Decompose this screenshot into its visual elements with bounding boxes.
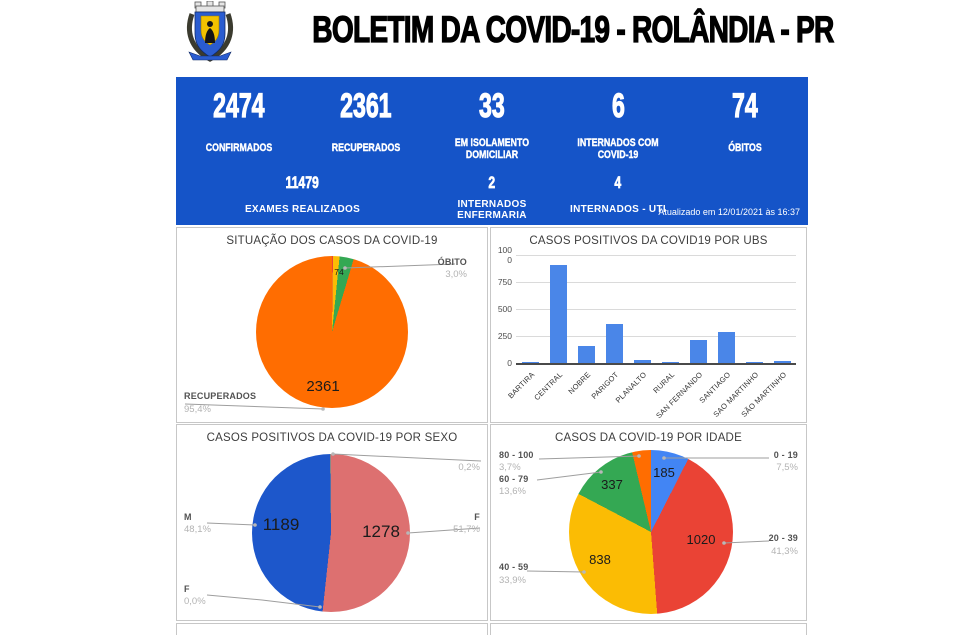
summary-stats-bar: 2474 CONFIRMADOS 2361 RECUPERADOS 33 EM … xyxy=(176,77,808,225)
slice-value-20-39: 1020 xyxy=(686,532,716,547)
pie-situacao xyxy=(256,256,408,408)
bar-planalto xyxy=(633,360,651,363)
callout-obito-pct: 3,0% xyxy=(445,269,467,280)
slice-value-recuperados: 2361 xyxy=(306,378,340,395)
chart-panel-sexo: CASOS POSITIVOS DA COVID-19 POR SEXO 118… xyxy=(176,424,488,621)
slice-value-60-79: 337 xyxy=(601,477,623,492)
enfermaria-value: 2 xyxy=(488,173,496,192)
callout-f0-pct: 0,0% xyxy=(184,596,206,607)
bar-nobre xyxy=(577,345,595,363)
slice-value-m: 1189 xyxy=(262,515,300,534)
bar-santiago xyxy=(717,331,735,363)
chart-title-ubs: CASOS POSITIVOS DA COVID19 POR UBS xyxy=(529,235,768,247)
x-axis-line xyxy=(516,363,796,365)
internados-value: 6 xyxy=(611,87,626,125)
page-title: BOLETIM DA COVID-19 - ROLÂNDIA - PR xyxy=(230,8,835,55)
y-axis-tick: 250 xyxy=(497,331,512,341)
callout-80-100-name: 80 - 100 xyxy=(499,450,534,460)
callout-80-100-pct: 3,7% xyxy=(499,462,521,473)
callout-f-name: F xyxy=(474,512,480,522)
slice-value-40-59: 838 xyxy=(589,552,611,567)
exames-value: 11479 xyxy=(285,173,320,192)
panel-partial-left xyxy=(176,623,488,635)
stat-card-internados: 6 INTERNADOS COM COVID-19 xyxy=(555,87,681,163)
obitos-value: 74 xyxy=(731,87,759,125)
slice-value-obito: 74 xyxy=(334,267,344,277)
obitos-label: ÓBITOS xyxy=(728,142,762,154)
stat-uti: 4 INTERNADOS - UTI xyxy=(555,173,681,217)
callout-60-79-pct: 13,6% xyxy=(499,486,526,497)
callout-40-59-name: 40 - 59 xyxy=(499,562,529,572)
uti-value: 4 xyxy=(614,173,622,192)
uti-label: INTERNADOS - UTI xyxy=(570,204,666,215)
stat-card-recuperados: 2361 RECUPERADOS xyxy=(302,87,428,163)
callout-f-pct: 51,7% xyxy=(453,524,480,535)
callout-20-39-name: 20 - 39 xyxy=(768,533,798,543)
confirmados-value: 2474 xyxy=(213,87,265,125)
chart-panel-idade: CASOS DA COVID-19 POR IDADE 185 1020 838… xyxy=(490,424,807,621)
callout-m-pct: 48,1% xyxy=(184,524,211,535)
stat-exames: 11479 EXAMES REALIZADOS xyxy=(176,173,429,217)
recuperados-value: 2361 xyxy=(339,87,392,125)
bar-sao-martinho xyxy=(745,362,763,363)
callout-f0-name: F xyxy=(184,584,190,594)
recuperados-label: RECUPERADOS xyxy=(331,142,400,154)
stat-enfermaria: 2 INTERNADOS ENFERMARIA xyxy=(429,173,555,223)
callout-40-59-pct: 33,9% xyxy=(499,575,526,586)
stat-card-confirmados: 2474 CONFIRMADOS xyxy=(176,87,302,163)
bar-bartira xyxy=(521,361,539,363)
exames-label: EXAMES REALIZADOS xyxy=(244,204,361,215)
isolamento-label: EM ISOLAMENTO DOMICILIAR xyxy=(454,137,530,161)
panel-partial-right xyxy=(490,623,807,635)
confirmados-label: CONFIRMADOS xyxy=(205,142,273,154)
stats-cards-row: 2474 CONFIRMADOS 2361 RECUPERADOS 33 EM … xyxy=(176,87,808,163)
slice-value-f: 1278 xyxy=(362,522,400,541)
callout-60-79-name: 60 - 79 xyxy=(499,474,529,484)
stat-card-obitos: 74 ÓBITOS xyxy=(682,87,808,163)
callout-m-name: M xyxy=(184,512,192,522)
y-axis-tick: 750 xyxy=(497,277,512,287)
y-axis-tick: 0 xyxy=(507,358,512,368)
chart-panel-situacao: SITUAÇÃO DOS CASOS DA COVID-19 74 2361 Ó… xyxy=(176,227,488,423)
pie-sexo xyxy=(252,454,410,612)
y-axis-tick: 100 0 xyxy=(497,245,512,265)
chart-title-idade: CASOS DA COVID-19 POR IDADE xyxy=(555,432,742,444)
slice-value-0-19: 185 xyxy=(653,465,675,480)
rolandia-coat-of-arms-logo xyxy=(186,1,234,62)
chart-panel-ubs: CASOS POSITIVOS DA COVID19 POR UBS 0 250 5… xyxy=(490,227,807,423)
chart-title-situacao: SITUAÇÃO DOS CASOS DA COVID-19 xyxy=(226,235,438,247)
stat-card-isolamento: 33 EM ISOLAMENTO DOMICILIAR xyxy=(429,87,555,163)
enfermaria-label: INTERNADOS ENFERMARIA xyxy=(457,199,527,221)
callout-recuperados-pct: 95,4% xyxy=(184,404,211,415)
callout-20-39-pct: 41,3% xyxy=(771,546,798,557)
bar-san-fernando xyxy=(689,340,707,363)
last-updated-text: Atualizado em 12/01/2021 às 16:37 xyxy=(658,207,800,217)
callout-0-19-name: 0 - 19 xyxy=(773,450,798,460)
bar-central xyxy=(549,265,567,363)
isolamento-value: 33 xyxy=(479,87,506,125)
callout-02-pct: 0,2% xyxy=(458,462,480,473)
bar-rural xyxy=(661,362,679,363)
bar-são-martinho xyxy=(773,360,791,363)
bar-chart-ubs: 0 250 500 750 100 0 BARTIRA CENTRAL NOBRE PARIGO… xyxy=(491,228,806,423)
page-title-text: BOLETIM DA COVID-19 - ROLÂNDIA - PR xyxy=(312,8,835,50)
y-axis-tick: 500 xyxy=(497,304,512,314)
chart-title-sexo: CASOS POSITIVOS DA COVID-19 POR SEXO xyxy=(206,432,458,444)
callout-recuperados-name: RECUPERADOS xyxy=(184,391,257,401)
callout-0-19-pct: 7,5% xyxy=(776,462,798,473)
callout-obito-name: ÓBITO xyxy=(437,257,467,267)
internados-label: INTERNADOS COM COVID-19 xyxy=(577,137,659,161)
bar-parigot xyxy=(605,324,623,363)
